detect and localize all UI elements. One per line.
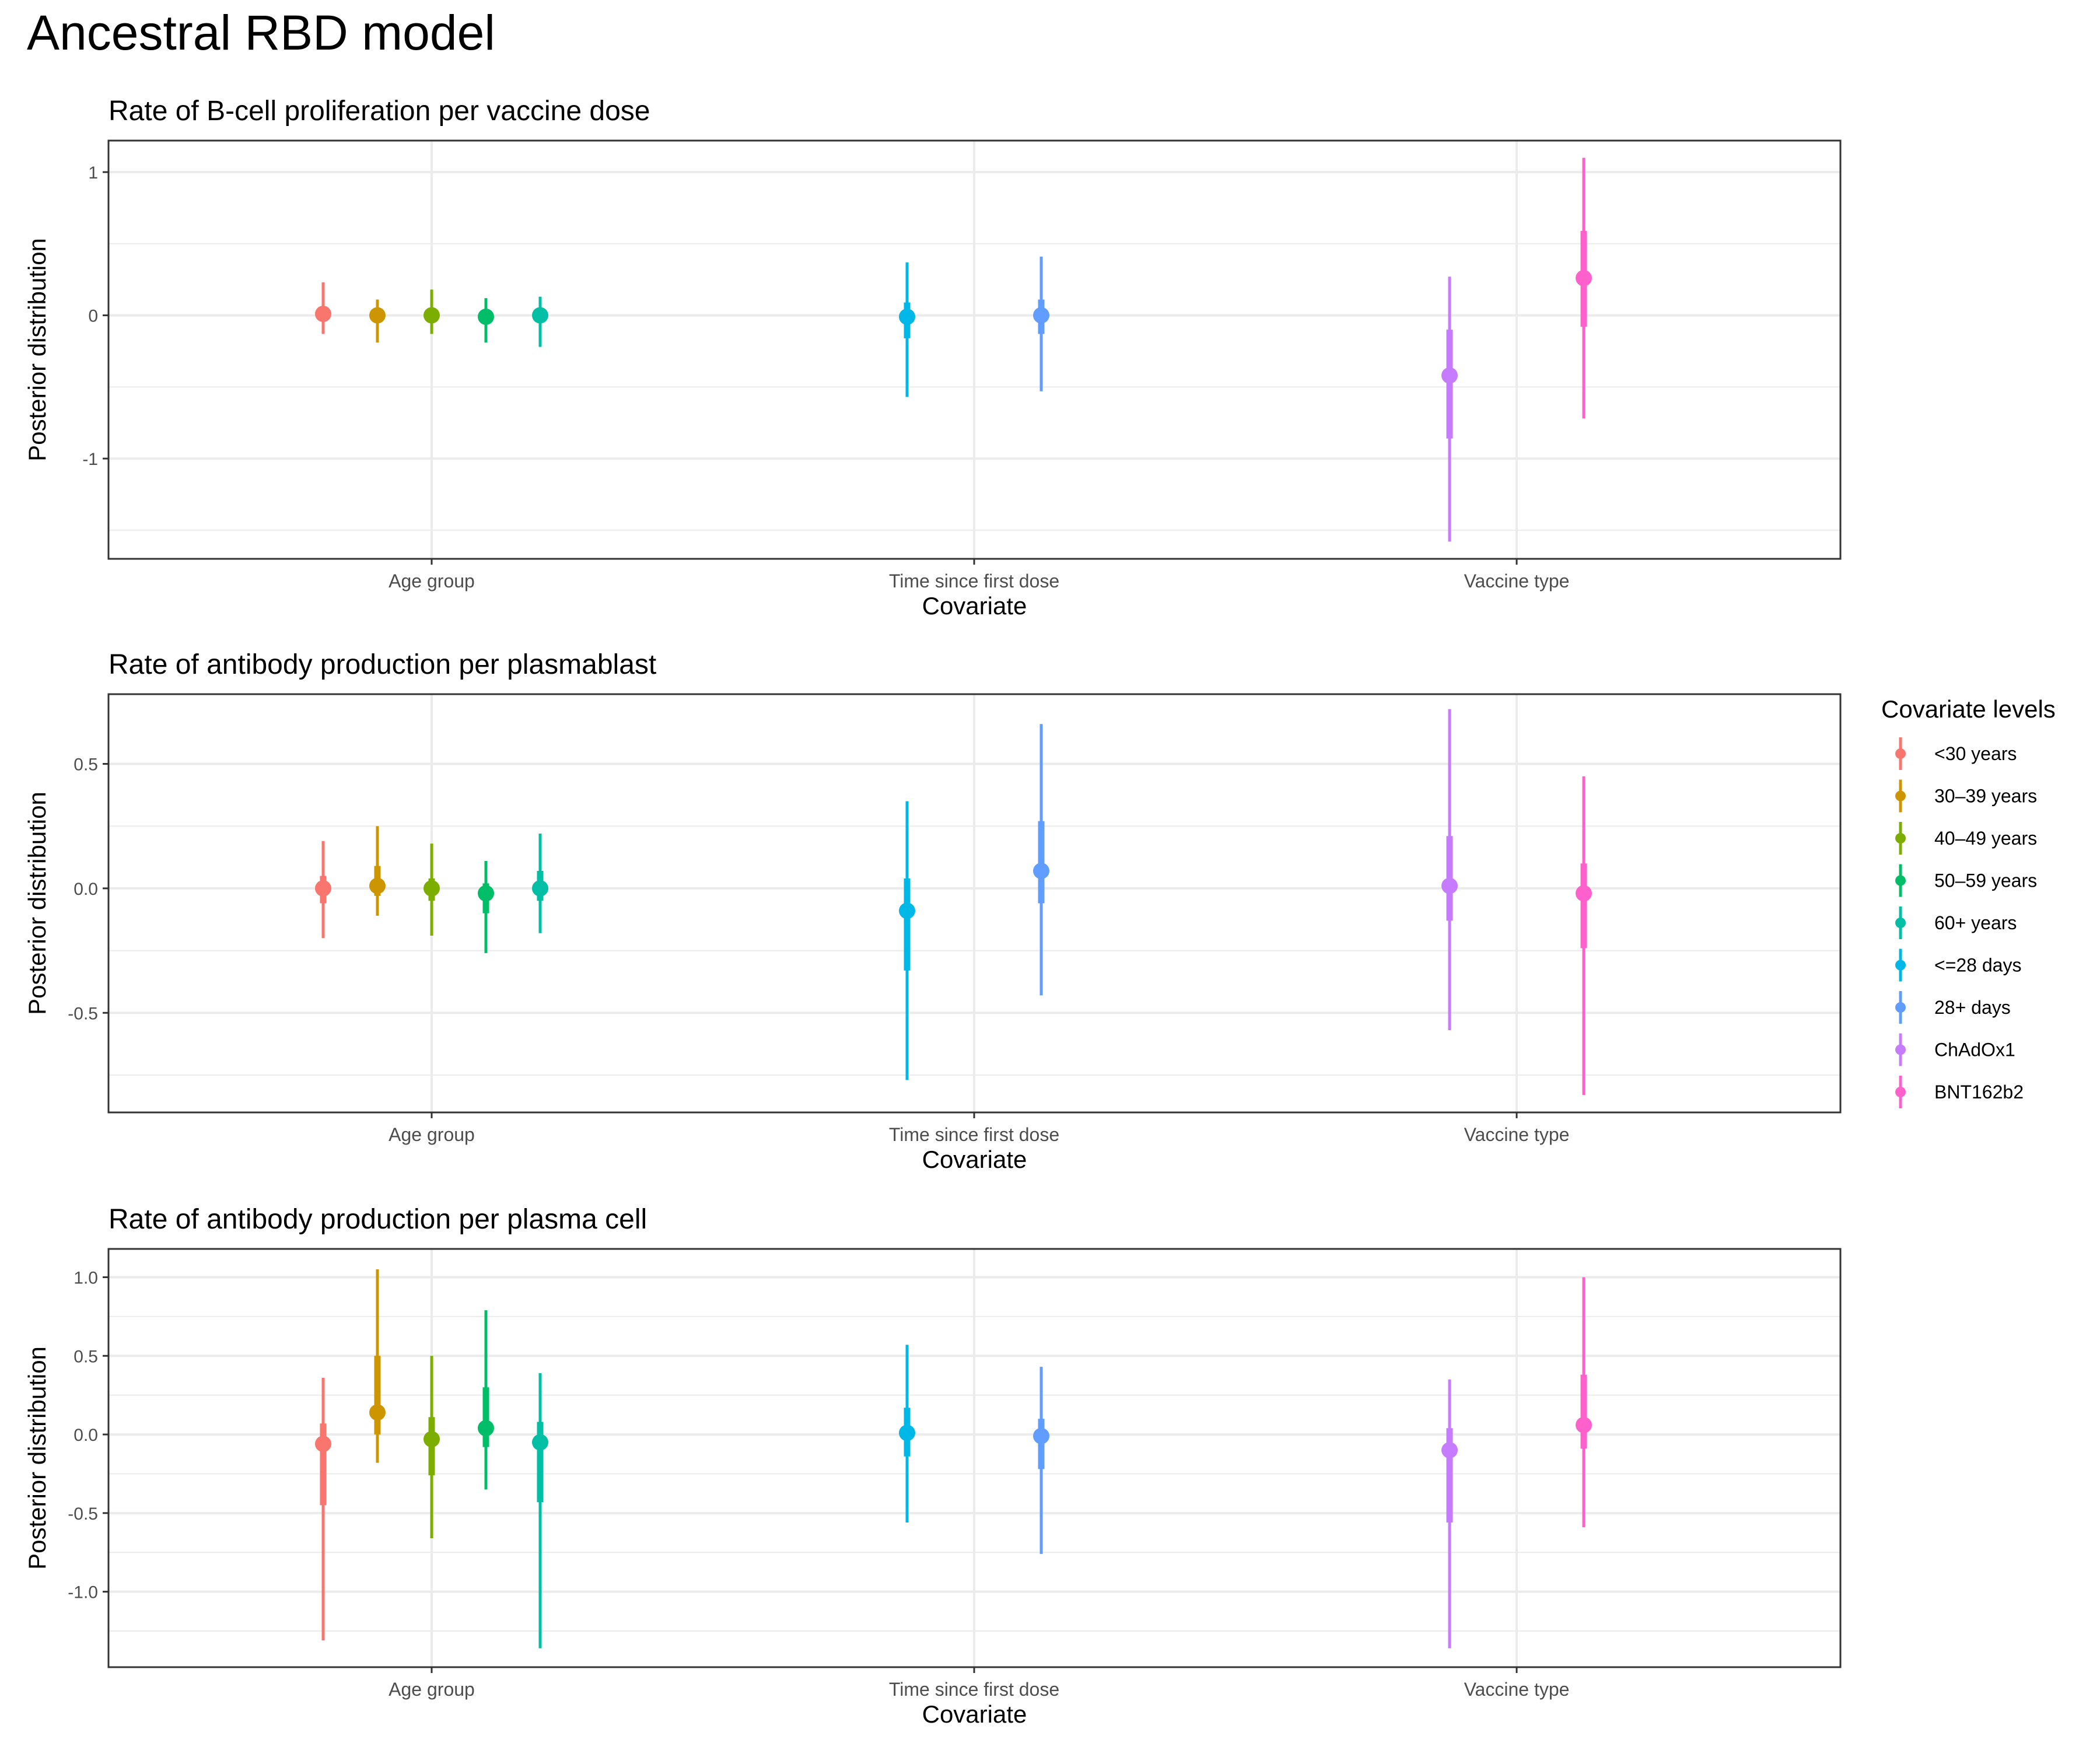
legend: Covariate levels <30 years 30–39 years 40–4… [1881,695,2056,1108]
panel-title: Rate of antibody production per plasmabl… [108,649,656,680]
median-point [532,307,548,324]
legend-key-point [1895,918,1906,928]
legend-item: BNT162b2 [1895,1076,2024,1108]
legend-label: 30–39 years [1934,786,2037,807]
y-tick-label: -0.5 [68,1004,98,1023]
median-point [1576,1416,1592,1433]
median-point [369,877,386,894]
y-tick-label: -1 [82,450,98,469]
median-point [424,1431,440,1448]
y-tick-label: 0.0 [74,880,98,899]
median-point [899,309,915,326]
median-point [478,1420,494,1437]
panel-title: Rate of antibody production per plasma c… [108,1204,647,1235]
y-axis-title: Posterior distribution [23,1346,51,1570]
x-axis-title: Covariate [922,1700,1027,1728]
median-point [1441,877,1458,894]
legend-item: 60+ years [1895,907,2017,939]
legend-label: 50–59 years [1934,870,2037,891]
median-point [899,902,915,919]
legend-item: <30 years [1895,737,2017,770]
y-tick-label: 1.0 [74,1269,98,1288]
legend-item: 30–39 years [1895,779,2037,813]
panel-border [107,693,1842,1114]
y-axis-title: Posterior distribution [23,792,51,1015]
legend-key-point [1895,1002,1906,1013]
y-tick-label: 1 [88,163,98,183]
median-point [532,880,548,897]
median-point [424,880,440,897]
y-tick-label: 0.5 [74,755,98,775]
median-point [369,307,386,324]
median-point [1576,885,1592,902]
median-point [1033,307,1049,324]
y-tick-label: 0.5 [74,1347,98,1366]
x-tick-label: Age group [388,1679,475,1700]
legend-key-point [1895,875,1906,886]
x-axis-title: Covariate [922,592,1027,620]
median-point [315,880,331,897]
legend-label: ChAdOx1 [1934,1040,2015,1060]
x-tick-label: Vaccine type [1464,570,1570,592]
median-point [424,307,440,324]
median-point [1441,367,1458,384]
x-tick-label: Age group [388,1124,475,1145]
median-point [532,1434,548,1451]
legend-key-point [1895,960,1906,971]
panel-border [107,1248,1842,1668]
chart-panel-3: Rate of antibody production per plasma c… [23,1204,1842,1728]
legend-item: 28+ days [1895,991,2011,1024]
legend-label: 60+ years [1934,912,2017,933]
legend-label: 28+ days [1934,997,2011,1018]
median-point [315,306,331,323]
panel-border [107,139,1842,560]
panels: Rate of B-cell proliferation per vaccine… [23,96,1842,1728]
legend-key-point [1895,790,1906,802]
legend-item: 40–49 years [1895,822,2037,855]
median-point [478,885,494,902]
legend-key-point [1895,1044,1906,1055]
median-point [315,1436,331,1452]
median-point [478,309,494,326]
panel-title: Rate of B-cell proliferation per vaccine… [108,96,650,127]
x-tick-label: Age group [388,570,475,592]
y-tick-label: 0 [88,307,98,326]
legend-item: 50–59 years [1895,864,2037,897]
y-axis-title: Posterior distribution [23,238,51,461]
x-tick-label: Time since first dose [889,570,1059,592]
legend-label: <30 years [1934,743,2017,764]
median-point [1033,1427,1049,1444]
x-axis-title: Covariate [922,1146,1027,1173]
median-point [899,1424,915,1441]
x-tick-label: Time since first dose [889,1679,1059,1700]
y-tick-label: -1.0 [68,1583,98,1602]
x-tick-label: Vaccine type [1464,1679,1570,1700]
legend-key-point [1895,748,1906,759]
legend-label: BNT162b2 [1934,1082,2024,1102]
legend-item: <=28 days [1895,949,2021,982]
x-tick-label: Vaccine type [1464,1124,1570,1145]
legend-label: <=28 days [1934,955,2021,976]
page-title: Ancestral RBD model [27,5,495,60]
y-tick-label: -0.5 [68,1504,98,1524]
legend-label: 40–49 years [1934,828,2037,849]
x-tick-label: Time since first dose [889,1124,1059,1145]
chart-panel-1: Rate of B-cell proliferation per vaccine… [23,96,1842,620]
median-point [1576,270,1592,286]
legend-key-point [1895,833,1906,844]
median-point [369,1404,386,1421]
legend-title: Covariate levels [1881,695,2056,723]
legend-item: ChAdOx1 [1895,1033,2015,1066]
median-point [1441,1442,1458,1459]
chart-panel-2: Rate of antibody production per plasmabl… [23,649,1842,1173]
median-point [1033,863,1049,880]
legend-key-point [1895,1087,1906,1097]
y-tick-label: 0.0 [74,1426,98,1445]
